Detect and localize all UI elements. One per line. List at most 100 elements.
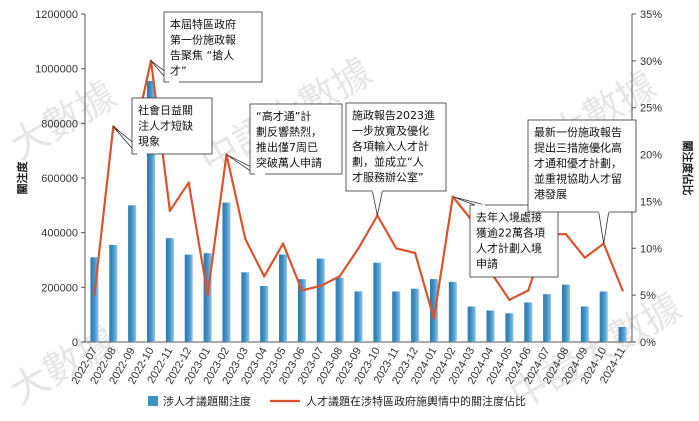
bar	[373, 262, 382, 342]
bar	[580, 306, 589, 342]
line-point	[432, 317, 436, 320]
annotation-line: 施政報告2023進	[352, 108, 435, 122]
bar	[222, 202, 231, 342]
annotation-line: 突破萬人申請	[256, 156, 322, 170]
bar	[316, 258, 325, 342]
y-left-axis-title: 關注度	[15, 161, 29, 195]
line-point	[527, 289, 530, 292]
annotation-line: 才”	[170, 64, 187, 78]
bar	[165, 238, 174, 342]
legend-swatch-bars	[148, 396, 158, 406]
bar	[335, 277, 344, 342]
legend-label-bars: 涉人才議題關注度	[163, 394, 251, 408]
line-point	[187, 181, 190, 184]
annotation-line: 人才計劃入境	[476, 241, 542, 255]
y-right-tick-label: 15%	[640, 196, 662, 208]
annotation-line: 並重視協助人才留	[534, 172, 622, 186]
annotation-line: 申請	[476, 257, 498, 271]
annotation-line: 港發展	[534, 187, 567, 201]
bar	[128, 205, 137, 342]
bar	[429, 279, 438, 342]
bar	[524, 302, 533, 342]
y-right-tick-label: 35%	[640, 9, 662, 21]
bar	[505, 313, 514, 342]
bar	[203, 253, 212, 342]
y-right-tick-label: 25%	[640, 103, 662, 115]
y-left-tick-label: 1200000	[35, 9, 78, 21]
bar	[279, 254, 288, 342]
line-point	[319, 284, 322, 287]
annotation-line: 本屆特區政府	[170, 17, 236, 31]
annotation-line: 現象	[138, 135, 160, 148]
bar	[147, 80, 156, 342]
y-right-axis-title: 關注度佔比	[681, 141, 695, 196]
bar	[448, 281, 457, 342]
bar	[618, 326, 627, 342]
annotation-line: 劃，並成立“人	[352, 155, 424, 169]
callout-box	[163, 11, 263, 83]
bar	[411, 288, 420, 342]
y-left-tick-label: 600000	[41, 173, 78, 185]
callout-box	[527, 119, 637, 213]
line-point	[564, 233, 568, 236]
callout-box	[345, 102, 447, 192]
annotation-line: 才服務辦公室”	[352, 170, 424, 184]
line-point	[395, 247, 398, 250]
annotation-line: 各項輸入人才計	[352, 139, 429, 153]
line-point	[206, 293, 209, 297]
annotation-line: 最新一份施政報告	[534, 125, 622, 139]
annotation-line: 社會日益關	[138, 103, 193, 117]
callout-box	[249, 103, 343, 175]
line-point	[300, 289, 304, 292]
callout-pointer	[371, 190, 383, 216]
annotation-line: 注人才短缺	[138, 119, 193, 133]
y-right-tick-label: 30%	[640, 56, 662, 68]
line-point	[357, 247, 360, 250]
bar	[90, 257, 99, 342]
legend-layer: 涉人才議題關注度 人才議題在涉特區政府施輿情中的關注度佔比	[148, 394, 526, 408]
bar	[241, 272, 250, 342]
y-left-tick-label: 400000	[41, 228, 78, 240]
line-point	[621, 289, 624, 292]
line-point	[583, 256, 587, 259]
bar	[297, 279, 306, 342]
bar	[109, 244, 118, 342]
line-point	[93, 293, 96, 297]
bar	[486, 310, 495, 342]
annotation-line: “高才通”計	[256, 109, 311, 123]
y-right-tick-label: 20%	[640, 150, 662, 162]
y-right-tick-label: 10%	[640, 243, 662, 255]
annotation-line: 推出僅7周已	[256, 140, 318, 154]
line-point	[338, 275, 341, 278]
y-left-tick-label: 0	[72, 337, 78, 349]
y-right-tick-label: 0%	[640, 337, 656, 349]
y-left-tick-label: 1000000	[35, 64, 78, 76]
bar	[561, 284, 570, 342]
bar	[467, 306, 476, 342]
line-point	[244, 237, 247, 241]
y-left-tick-label: 800000	[41, 118, 78, 130]
annotation-line: 第一份施政報	[170, 33, 236, 47]
annotation-line: 劃反響熱烈，	[256, 125, 322, 139]
annotation-line: 告聚焦 “搶人	[170, 48, 234, 62]
annotation-line: 提出三措施優化高	[534, 141, 622, 155]
bar	[392, 291, 401, 342]
y-left-tick-label: 200000	[41, 282, 78, 294]
annotation-line: 獲逾22萬各項	[476, 226, 545, 240]
bar	[543, 294, 552, 342]
callout-box	[469, 204, 559, 278]
legend-label-line: 人才議題在涉特區政府施輿情中的關注度佔比	[306, 394, 526, 408]
y-right-tick-label: 5%	[640, 290, 656, 302]
line-point	[281, 242, 285, 245]
line-point	[262, 275, 266, 278]
line-point	[413, 251, 417, 255]
callout-pointer	[598, 211, 610, 244]
bar	[184, 254, 193, 342]
bar	[354, 291, 363, 342]
bar	[260, 285, 269, 342]
annotation-line: 一步放寬及優化	[352, 124, 429, 138]
bars-layer	[90, 80, 627, 342]
line-point	[508, 298, 511, 302]
line-point	[168, 209, 172, 212]
